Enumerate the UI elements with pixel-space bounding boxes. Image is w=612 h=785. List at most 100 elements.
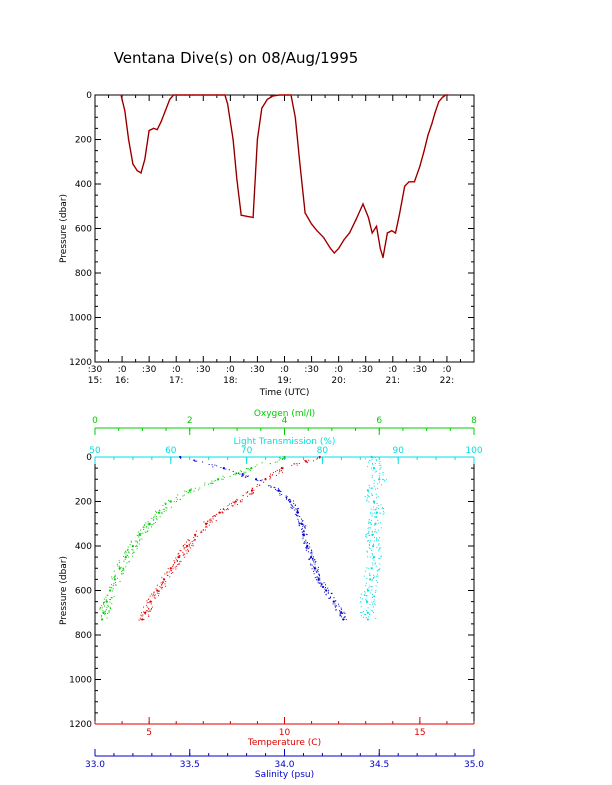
oxygen-point <box>113 582 115 584</box>
pressure-point <box>240 214 242 216</box>
temperature-point <box>252 492 254 494</box>
oxygen-point <box>110 608 112 610</box>
salinity-point <box>319 577 321 579</box>
salinity-point <box>193 459 195 461</box>
oxygen-point <box>217 479 219 481</box>
temperature-point <box>233 501 235 503</box>
top-x-tick-label: :0 <box>172 365 181 375</box>
salinity-point <box>323 582 325 584</box>
salinity-point <box>180 457 182 459</box>
salinity-point <box>260 480 262 482</box>
oxygen-point <box>274 461 276 463</box>
oxygen-point <box>245 468 247 470</box>
oxygen-point <box>108 610 110 612</box>
salinity-point <box>316 576 318 578</box>
temperature-point <box>172 566 174 568</box>
light-transmission-point <box>373 559 375 561</box>
salinity-point <box>263 481 265 483</box>
pressure-point <box>236 178 238 181</box>
light-transmission-point <box>381 478 383 480</box>
salinity-point <box>342 618 344 620</box>
oxygen-point <box>111 590 113 592</box>
temperature-point <box>173 560 175 562</box>
salinity-point <box>327 587 329 589</box>
salinity-point <box>304 527 306 529</box>
temperature-point <box>150 603 152 605</box>
oxygen-point <box>283 455 286 459</box>
temperature-point <box>169 567 172 570</box>
oxygen-point <box>158 509 160 511</box>
oxygen-point <box>120 566 122 568</box>
salinity-point <box>322 586 324 588</box>
salinity-point <box>299 515 301 517</box>
salinity-point <box>232 471 234 473</box>
light-transmission-point <box>380 504 382 506</box>
temperature-point <box>282 467 284 469</box>
salinity-point <box>315 561 317 563</box>
light-transmission-point <box>377 569 379 571</box>
temperature-point <box>175 559 177 561</box>
temperature-point <box>178 563 180 565</box>
salinity-point <box>277 489 280 492</box>
temperature-point <box>156 592 158 594</box>
oxygen-point <box>120 573 122 575</box>
oxygen-point <box>124 556 127 559</box>
light-transmission-point <box>376 538 378 540</box>
light-transmission-point <box>361 611 363 613</box>
oxygen-point <box>134 540 136 542</box>
oxygen-point <box>138 536 140 538</box>
temperature-point <box>227 508 229 510</box>
oxygen-point <box>183 494 185 496</box>
oxygen-point <box>105 600 107 602</box>
oxygen-point <box>135 545 137 547</box>
light-transmission-point <box>369 575 371 577</box>
temperature-point <box>180 550 182 552</box>
oxygen-tick-label: 6 <box>376 416 382 426</box>
oxygen-point <box>115 584 117 586</box>
salinity-point <box>277 487 279 489</box>
salinity-point <box>317 568 319 570</box>
light-transmission-point <box>365 599 367 601</box>
oxygen-point <box>109 601 111 603</box>
light-transmission-point <box>369 548 371 550</box>
temperature-point <box>153 595 155 597</box>
light-transmission-point <box>363 575 365 577</box>
pressure-point <box>434 112 436 114</box>
temperature-point <box>176 559 178 561</box>
temperature-point <box>269 478 271 480</box>
salinity-tick-label: 33.0 <box>85 760 105 770</box>
salinity-point <box>269 485 271 487</box>
temperature-axis-label: Temperature (C) <box>247 738 321 748</box>
salinity-point <box>340 607 342 609</box>
temperature-point <box>209 521 211 523</box>
oxygen-point <box>222 478 224 480</box>
oxygen-point <box>105 609 107 611</box>
oxygen-point <box>240 471 242 473</box>
oxygen-point <box>147 521 149 523</box>
oxygen-point <box>136 545 138 547</box>
temperature-point <box>182 545 184 547</box>
light-transmission-point <box>375 531 377 533</box>
light-transmission-point <box>365 613 367 615</box>
pressure-point <box>226 103 229 105</box>
salinity-point <box>311 554 313 556</box>
light-transmission-point <box>366 489 369 492</box>
light-transmission-point <box>361 598 363 600</box>
salinity-point <box>301 520 303 522</box>
light-transmission-point <box>370 513 372 515</box>
temperature-point <box>183 553 185 555</box>
light-transmission-point <box>379 476 381 478</box>
temperature-point <box>306 460 308 462</box>
top-x-tick-label: :0 <box>226 365 235 375</box>
salinity-point <box>329 597 331 599</box>
salinity-point <box>341 608 343 610</box>
salinity-point <box>285 495 287 497</box>
oxygen-point <box>147 527 149 529</box>
pressure-point <box>408 180 410 183</box>
oxygen-point <box>175 497 177 499</box>
pressure-point <box>398 214 401 216</box>
salinity-axis-label: Salinity (psu) <box>255 770 314 780</box>
temperature-point <box>272 472 274 474</box>
salinity-point <box>340 615 342 617</box>
light-transmission-point <box>373 502 375 504</box>
